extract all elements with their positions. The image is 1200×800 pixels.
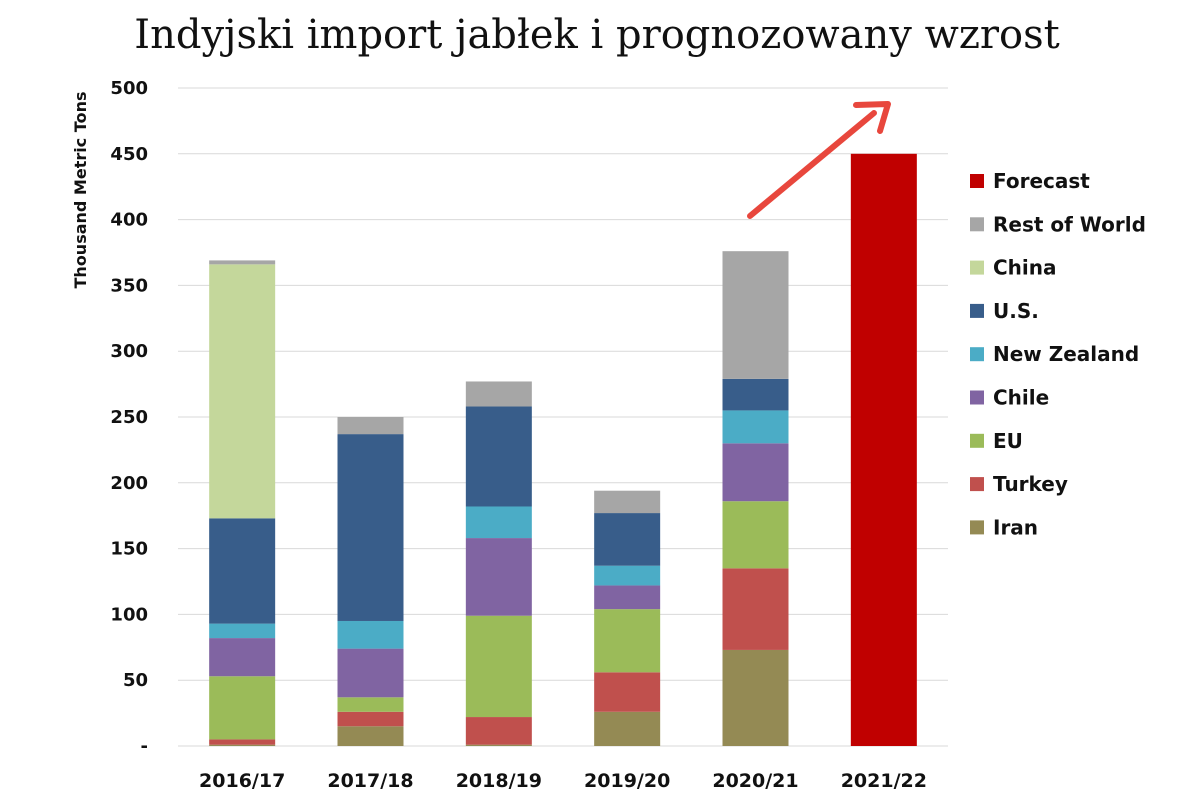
legend: Forecast Rest of World China U.S. New Zealan… xyxy=(970,169,1146,539)
bar-segment-chile xyxy=(594,585,661,610)
bar-segment-china xyxy=(209,264,276,519)
y-axis-label: Thousand Metric Tons xyxy=(71,92,90,289)
bar-segment-eu xyxy=(337,697,404,712)
legend-label-rest-of-world: Rest of World xyxy=(993,212,1146,236)
y-tick-label: 450 xyxy=(110,144,148,165)
bar-segment-u-s- xyxy=(594,513,661,566)
x-tick-label: 2019/20 xyxy=(584,770,670,792)
bar-segment-rest-of-world xyxy=(722,251,789,379)
x-tick-label: 2017/18 xyxy=(327,770,413,792)
x-tick-label: 2018/19 xyxy=(456,770,542,792)
bar-segment-chile xyxy=(722,443,789,502)
legend-swatch-china xyxy=(970,260,984,275)
bar-segment-eu xyxy=(722,501,789,569)
y-tick-label: 350 xyxy=(110,275,148,296)
bar-segment-eu xyxy=(209,676,276,740)
legend-swatch-forecast xyxy=(970,174,984,188)
arrow-shaft xyxy=(747,110,877,219)
bar-segment-u-s- xyxy=(722,378,789,411)
bar-segment-iran xyxy=(337,726,404,746)
bar-segment-turkey xyxy=(722,568,789,650)
bar-segment-chile xyxy=(337,648,404,698)
legend-swatch-chile xyxy=(970,390,984,405)
bar-segment-eu xyxy=(465,615,532,718)
bar-segment-turkey xyxy=(465,717,532,745)
bar-segment-iran xyxy=(465,744,532,746)
bars xyxy=(209,153,917,747)
legend-label-new-zealand: New Zealand xyxy=(993,342,1139,366)
bar-segment-iran xyxy=(722,649,789,746)
bar-segment-turkey xyxy=(337,711,404,727)
legend-swatch-u-s- xyxy=(970,303,984,318)
x-tick-label: 2016/17 xyxy=(199,770,285,792)
trend-arrow xyxy=(747,101,891,219)
y-tick-label: 250 xyxy=(110,407,148,428)
legend-label-china: China xyxy=(993,256,1057,280)
legend-label-eu: EU xyxy=(993,429,1023,453)
y-tick-label: 100 xyxy=(110,604,148,625)
legend-label-turkey: Turkey xyxy=(993,472,1068,496)
bar-segment-chile xyxy=(465,538,532,616)
legend-swatch-turkey xyxy=(970,477,984,492)
bar-segment-turkey xyxy=(209,739,276,745)
y-tick-label: 150 xyxy=(110,539,148,560)
arrow-head xyxy=(853,101,891,134)
bar-segment-new-zealand xyxy=(209,623,276,639)
bar-segment-u-s- xyxy=(465,406,532,507)
x-tick-label: 2021/22 xyxy=(841,770,927,792)
y-axis-ticks: - 50 100 150 200 250 300 350 400 450 500 xyxy=(110,78,148,757)
legend-label-chile: Chile xyxy=(993,386,1049,410)
bar-segment-chile xyxy=(209,638,276,677)
y-tick-label: 400 xyxy=(110,210,148,231)
chart-title: Indyjski import jabłek i prognozowany wz… xyxy=(134,12,1059,58)
bar-segment-new-zealand xyxy=(337,620,404,649)
bar-segment-turkey xyxy=(594,672,661,712)
bar-segment-u-s- xyxy=(337,434,404,621)
bar-segment-new-zealand xyxy=(722,410,789,444)
bar-segment-new-zealand xyxy=(594,565,661,586)
y-tick-label: 50 xyxy=(123,670,148,691)
bar-segment-rest-of-world xyxy=(465,381,532,407)
y-tick-label: 500 xyxy=(110,78,148,99)
y-tick-label: 200 xyxy=(110,473,148,494)
bar-segment-iran xyxy=(209,744,276,746)
bar-segment-eu xyxy=(594,609,661,673)
legend-label-forecast: Forecast xyxy=(993,169,1090,193)
x-tick-label: 2020/21 xyxy=(712,770,798,792)
y-tick-label: 300 xyxy=(110,341,148,362)
bar-segment-u-s- xyxy=(209,518,276,624)
legend-swatch-rest-of-world xyxy=(970,217,984,232)
x-axis-ticks: 2016/17 2017/18 2018/19 2019/20 2020/21 2021/… xyxy=(199,770,927,792)
legend-swatch-iran xyxy=(970,520,984,535)
bar-segment-iran xyxy=(594,711,661,746)
bar-segment-forecast xyxy=(850,153,917,747)
bar-segment-rest-of-world xyxy=(337,417,404,435)
bar-segment-rest-of-world xyxy=(209,260,276,265)
bar-segment-rest-of-world xyxy=(594,490,661,514)
y-tick-label: - xyxy=(141,736,148,757)
legend-swatch-new-zealand xyxy=(970,347,984,362)
legend-swatch-eu xyxy=(970,433,984,448)
gridlines xyxy=(178,87,948,747)
legend-label-u-s-: U.S. xyxy=(993,299,1039,323)
legend-label-iran: Iran xyxy=(993,515,1038,539)
bar-segment-new-zealand xyxy=(465,506,532,539)
